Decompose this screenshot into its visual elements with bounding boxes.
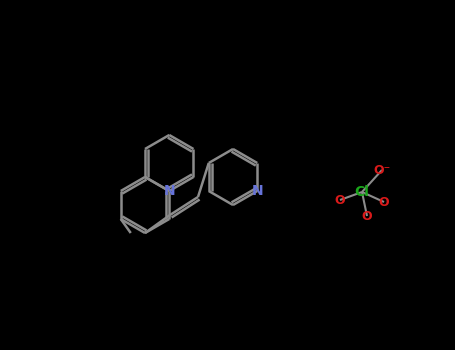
Text: Cl: Cl <box>354 185 369 199</box>
Text: O: O <box>335 194 345 206</box>
Text: O: O <box>362 210 372 223</box>
Text: N: N <box>252 184 263 198</box>
Text: O: O <box>379 196 389 209</box>
Text: N: N <box>163 184 175 198</box>
Text: O⁻: O⁻ <box>374 163 391 176</box>
